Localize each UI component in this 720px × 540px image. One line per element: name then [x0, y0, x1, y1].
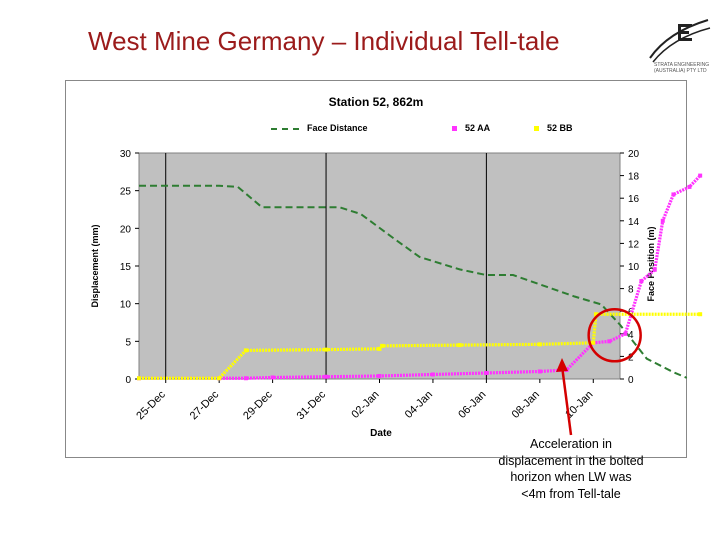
y-tick-label: 25: [120, 187, 132, 198]
y2-tick-label: 0: [628, 375, 634, 386]
series-point-52-bb: [324, 347, 329, 352]
y-tick-label: 10: [120, 300, 132, 311]
series-point-52-bb: [243, 348, 248, 353]
x-tick-label: 31-Dec: [295, 388, 329, 422]
x-tick-label: 08-Jan: [510, 389, 542, 421]
y-axis-label: Displacement (mm): [90, 224, 100, 307]
y2-tick-label: 4: [628, 330, 634, 341]
series-line-face-distance: [139, 184, 688, 379]
callout-arrow-line: [560, 365, 573, 436]
series-point-52-aa: [484, 370, 489, 375]
legend-item: 52 BB: [529, 123, 573, 133]
plot-area: [138, 152, 621, 380]
y2-tick-label: 14: [628, 217, 640, 228]
x-tick-label: 29-Dec: [241, 388, 275, 422]
legend-label: 52 BB: [547, 123, 573, 133]
chart-title: Station 52, 862m: [328, 95, 424, 109]
legend-label: Face Distance: [307, 123, 368, 133]
series-point-52-bb: [137, 376, 141, 381]
series-point-52-aa: [639, 279, 644, 284]
x-tick-label: 02-Jan: [349, 389, 381, 421]
y-tick-label: 0: [125, 375, 131, 386]
series-point-52-bb: [593, 312, 598, 317]
series-point-52-aa: [652, 267, 657, 272]
series-point-52-aa: [687, 184, 692, 189]
y2-tick-label: 16: [628, 194, 640, 205]
x-tick-label: 27-Dec: [188, 388, 222, 422]
y-tick-label: 5: [125, 337, 131, 348]
callout-line: <4m from Tell-tale: [521, 486, 621, 501]
y-tick-label: 30: [120, 149, 132, 160]
y2-tick-label: 10: [628, 262, 640, 273]
legend-item: Face Distance: [271, 123, 368, 133]
series-point-52-aa: [270, 375, 275, 380]
callout-text: Acceleration in displacement in the bolt…: [478, 436, 664, 502]
legend-swatch: [452, 126, 457, 132]
series-point-52-bb: [380, 343, 385, 348]
series-point-52-aa: [324, 374, 329, 379]
series-point-52-bb: [537, 342, 542, 347]
series-point-52-aa: [377, 373, 382, 378]
y2-tick-label: 20: [628, 149, 640, 160]
series-point-52-aa: [243, 376, 248, 381]
series-point-52-bb: [698, 312, 703, 317]
company-logo: [649, 19, 711, 63]
series-point-52-bb: [591, 340, 596, 345]
legend-swatch: [534, 126, 539, 132]
logo-caption-line: (AUSTRALIA) PTY LTD: [654, 68, 707, 74]
logo-caption: STRATA ENGINEERING (AUSTRALIA) PTY LTD: [654, 62, 709, 74]
callout-arrow-head: [556, 358, 568, 372]
y2-tick-label: 12: [628, 239, 640, 250]
x-tick-label: 04-Jan: [403, 389, 435, 421]
legend-item: 52 AA: [447, 123, 490, 133]
legend-label: 52 AA: [465, 123, 491, 133]
series-point-52-aa: [671, 192, 676, 197]
x-tick-label: 06-Jan: [456, 389, 488, 421]
series-point-52-aa: [607, 339, 612, 344]
logo-caption-line: STRATA ENGINEERING: [654, 62, 710, 68]
y-tick-label: 20: [120, 224, 132, 235]
series-point-52-bb: [457, 343, 462, 348]
callout-circle: [587, 308, 642, 363]
y2-tick-label: 18: [628, 172, 640, 183]
callout-line: Acceleration in: [530, 437, 612, 451]
x-axis-label: Date: [370, 428, 392, 439]
x-tick-label: 25-Dec: [134, 388, 168, 422]
series-point-52-bb: [217, 376, 222, 381]
series-point-52-aa: [430, 372, 435, 377]
slide-title: West Mine Germany – Individual Tell-tale: [88, 26, 560, 56]
series-point-52-aa: [537, 369, 542, 374]
y-tick-label: 15: [120, 262, 132, 273]
series-point-52-aa: [660, 218, 665, 223]
legend-swatch: [271, 127, 299, 130]
series-point-52-aa: [623, 331, 628, 336]
series-point-52-aa: [698, 173, 703, 178]
callout-line: horizon when LW was: [510, 470, 632, 484]
y2-axis-label: Face Position (m): [646, 226, 656, 301]
series-point-52-bb: [377, 346, 382, 351]
callout-line: displacement in the bolted: [498, 453, 644, 468]
y2-tick-label: 8: [628, 285, 634, 296]
y2-tick-label: 2: [628, 352, 634, 363]
